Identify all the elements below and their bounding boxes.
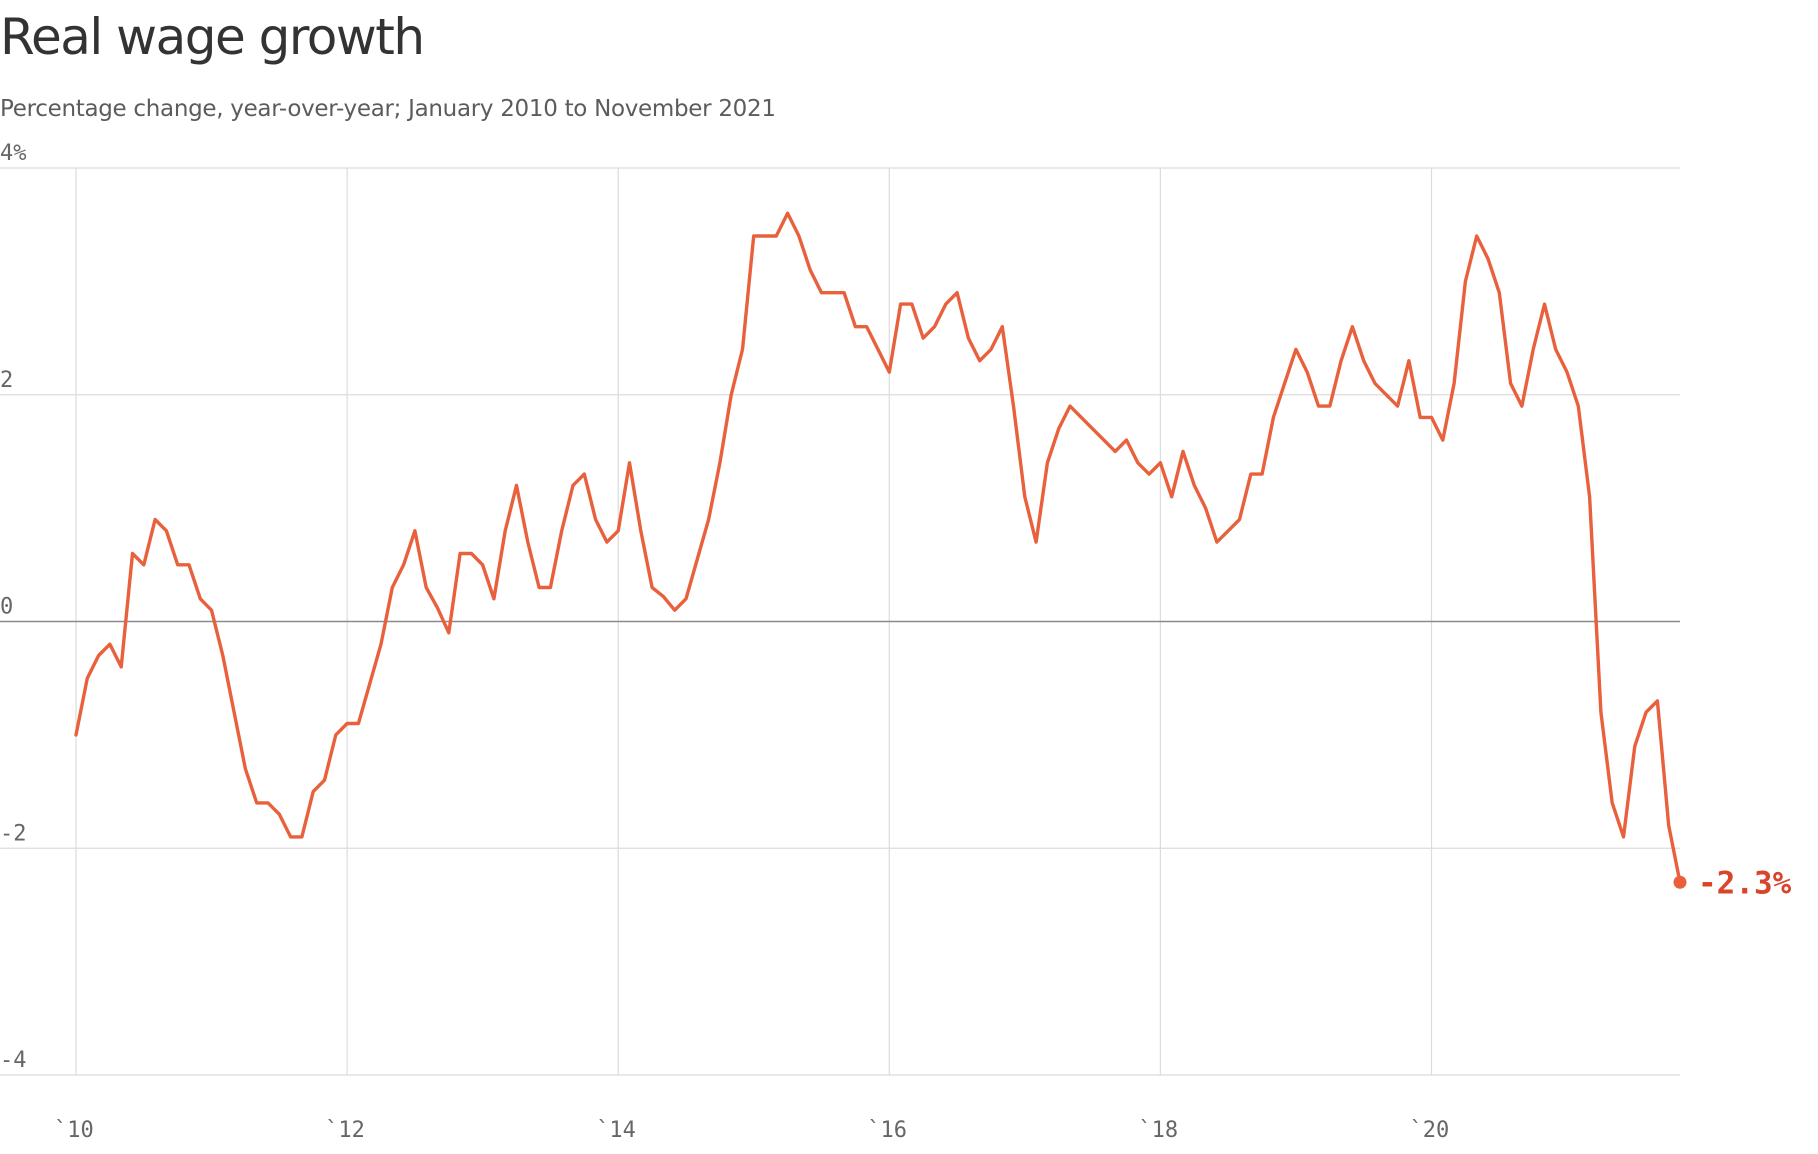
series-line bbox=[74, 211, 1682, 884]
x-tick-label: `12 bbox=[325, 1118, 365, 1143]
chart-subtitle: Percentage change, year-over-year; Janua… bbox=[0, 96, 776, 122]
y-tick-label: -2 bbox=[0, 821, 27, 846]
end-point-marker bbox=[1673, 875, 1687, 889]
y-tick-label: -4 bbox=[0, 1048, 27, 1073]
x-tick-label: `10 bbox=[54, 1118, 94, 1143]
chart-title: Real wage growth bbox=[0, 8, 425, 66]
x-tick-label: `20 bbox=[1409, 1118, 1449, 1143]
x-tick-label: `16 bbox=[867, 1118, 907, 1143]
end-value-label: -2.3% bbox=[1698, 865, 1792, 901]
y-tick-label: 2 bbox=[0, 368, 13, 393]
y-tick-label: 4% bbox=[0, 141, 27, 166]
x-tick-label: `18 bbox=[1138, 1118, 1178, 1143]
y-tick-label: 0 bbox=[0, 595, 13, 620]
x-tick-label: `14 bbox=[596, 1118, 636, 1143]
